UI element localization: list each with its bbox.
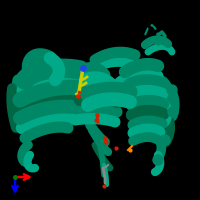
Circle shape — [153, 155, 163, 165]
Circle shape — [160, 135, 170, 145]
Circle shape — [168, 107, 178, 117]
Circle shape — [167, 85, 177, 95]
